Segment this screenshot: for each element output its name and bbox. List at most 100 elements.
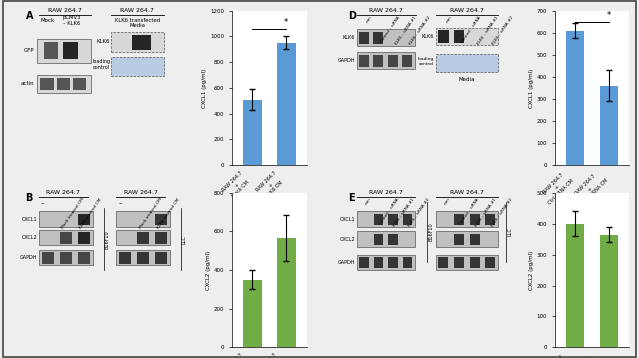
- Text: Control – siRNA: Control – siRNA: [461, 15, 482, 43]
- Text: loading
control: loading control: [92, 59, 111, 70]
- Bar: [57, 78, 70, 90]
- Y-axis label: CXCL1 (pg/ml): CXCL1 (pg/ml): [528, 68, 534, 107]
- Text: Control – siRNA: Control – siRNA: [378, 197, 399, 225]
- Bar: [243, 100, 261, 165]
- Bar: [436, 54, 498, 72]
- Text: KLK6 treated CM: KLK6 treated CM: [79, 198, 103, 229]
- Bar: [357, 29, 415, 46]
- Bar: [39, 212, 93, 227]
- Bar: [470, 214, 480, 225]
- Text: RAW 264.7: RAW 264.7: [120, 8, 154, 13]
- Text: B: B: [26, 193, 33, 203]
- Bar: [111, 32, 164, 52]
- Bar: [39, 230, 93, 245]
- Bar: [373, 55, 383, 67]
- Bar: [485, 257, 495, 268]
- Text: F: F: [510, 0, 516, 2]
- Text: RAW 264.7: RAW 264.7: [48, 8, 82, 13]
- Bar: [132, 35, 151, 50]
- Text: CXCL1: CXCL1: [22, 217, 37, 222]
- Bar: [357, 255, 415, 270]
- Text: non: non: [443, 197, 451, 206]
- Bar: [599, 234, 619, 347]
- Bar: [454, 257, 464, 268]
- Bar: [374, 214, 383, 225]
- Text: KLK6 – siRNA #2: KLK6 – siRNA #2: [490, 197, 513, 227]
- Bar: [566, 224, 585, 347]
- Text: RAW 264.7: RAW 264.7: [124, 190, 158, 195]
- Text: GAPDH: GAPDH: [337, 58, 355, 63]
- Bar: [357, 232, 415, 247]
- Text: actin: actin: [21, 81, 35, 86]
- Bar: [116, 212, 170, 227]
- Text: *: *: [284, 18, 288, 27]
- Text: Control – siRNA: Control – siRNA: [459, 197, 481, 225]
- Text: Mock treated CM: Mock treated CM: [61, 198, 86, 230]
- Bar: [277, 43, 295, 165]
- Bar: [37, 39, 91, 63]
- Text: RAW 264.7: RAW 264.7: [47, 190, 81, 195]
- Text: LLC: LLC: [181, 235, 187, 244]
- Text: GAPDH: GAPDH: [337, 260, 355, 265]
- Text: LLC: LLC: [507, 227, 512, 236]
- Text: RAW 264.7: RAW 264.7: [369, 190, 403, 195]
- Text: Media: Media: [459, 77, 475, 82]
- Text: KLK6 – siRNA #2: KLK6 – siRNA #2: [407, 197, 430, 227]
- Bar: [40, 78, 54, 90]
- Bar: [60, 252, 72, 263]
- Text: E: E: [348, 193, 355, 203]
- Bar: [359, 55, 369, 67]
- Bar: [388, 55, 398, 67]
- Bar: [388, 214, 397, 225]
- Bar: [436, 255, 498, 270]
- Text: RAW 264.7: RAW 264.7: [450, 8, 484, 13]
- Text: KLK6 – siRNA #2: KLK6 – siRNA #2: [492, 15, 514, 45]
- Text: loading
control: loading control: [418, 57, 434, 66]
- Text: –: –: [118, 200, 122, 206]
- Text: GAPDH: GAPDH: [20, 255, 37, 260]
- Text: non: non: [445, 15, 452, 24]
- Bar: [436, 212, 498, 227]
- Text: C: C: [190, 0, 198, 2]
- Bar: [137, 252, 149, 263]
- Text: CXCL1: CXCL1: [339, 217, 355, 222]
- Text: KLK6 treated CM: KLK6 treated CM: [157, 198, 180, 229]
- Bar: [454, 214, 464, 225]
- Text: *: *: [607, 11, 611, 20]
- Text: B16F10: B16F10: [428, 222, 433, 241]
- Bar: [42, 252, 54, 263]
- Bar: [277, 238, 295, 347]
- Bar: [485, 214, 495, 225]
- Bar: [155, 252, 167, 263]
- Text: non: non: [366, 15, 373, 24]
- Text: pCMV3
– KLK6: pCMV3 – KLK6: [63, 15, 81, 26]
- Bar: [438, 257, 449, 268]
- Bar: [436, 232, 498, 247]
- Text: KLK6 – siRNA #1: KLK6 – siRNA #1: [476, 15, 499, 45]
- Text: RAW 264.7: RAW 264.7: [369, 8, 403, 13]
- Bar: [78, 214, 90, 225]
- Bar: [454, 30, 465, 43]
- Text: CXCL2: CXCL2: [339, 237, 355, 242]
- Bar: [436, 29, 498, 45]
- Bar: [438, 30, 449, 43]
- Bar: [359, 32, 369, 44]
- Text: KLK6 – siRNA #2: KLK6 – siRNA #2: [409, 15, 432, 45]
- Bar: [37, 75, 91, 93]
- Text: non: non: [364, 197, 372, 206]
- Bar: [402, 55, 412, 67]
- Y-axis label: CXCL2 (pg/ml): CXCL2 (pg/ml): [206, 251, 211, 290]
- Text: GFP: GFP: [24, 48, 35, 53]
- Text: KLK6: KLK6: [343, 35, 355, 40]
- Text: –: –: [41, 200, 45, 206]
- Bar: [470, 257, 480, 268]
- Bar: [566, 30, 585, 165]
- Bar: [243, 280, 261, 347]
- Text: KLK6 – siRNA #1: KLK6 – siRNA #1: [394, 15, 417, 45]
- Bar: [357, 212, 415, 227]
- Bar: [60, 232, 72, 243]
- Text: Mock: Mock: [41, 18, 55, 23]
- Bar: [155, 214, 167, 225]
- Bar: [39, 250, 93, 265]
- Bar: [73, 78, 86, 90]
